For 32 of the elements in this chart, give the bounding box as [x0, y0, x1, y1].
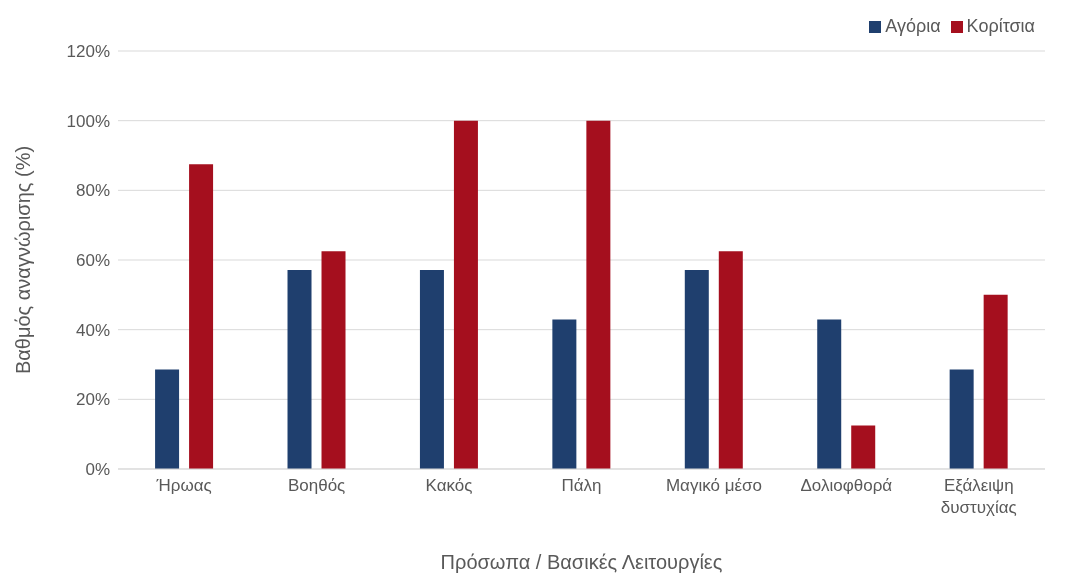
x-tick-label: Μαγικό μέσο: [665, 476, 762, 495]
x-tick-label: Δολιοφθορά: [800, 476, 893, 495]
bar: [684, 270, 709, 469]
bar: [586, 120, 611, 469]
bar: [983, 294, 1008, 469]
y-tick-label: 120%: [66, 42, 110, 62]
bar: [552, 319, 577, 469]
y-tick-label: 60%: [75, 251, 110, 271]
bar: [155, 369, 180, 469]
bar: [189, 164, 214, 469]
y-axis-title: Βαθμός αναγνώρισης (%): [12, 145, 35, 375]
y-tick-label: 100%: [66, 111, 110, 131]
y-tick-label: 0%: [85, 460, 110, 480]
x-tick-label: Εξάλειψη δυστυχίας: [940, 476, 1017, 517]
bar: [287, 270, 312, 469]
bar: [321, 251, 346, 469]
legend-label: Αγόρια: [885, 16, 941, 36]
legend-label: Κορίτσια: [966, 16, 1035, 36]
x-tick-label: Ήρωας: [155, 476, 212, 495]
bar: [718, 251, 743, 469]
bar: [419, 270, 444, 469]
x-tick-label: Κακός: [425, 476, 473, 495]
bar: [453, 120, 478, 469]
y-tick-label: 40%: [75, 320, 110, 340]
bar: [949, 369, 974, 469]
y-tick-label: 20%: [75, 390, 110, 410]
x-tick-label: Βοηθός: [287, 476, 346, 495]
bar: [851, 425, 876, 469]
x-axis-title: Πρόσωπα / Βασικές Λειτουργίες: [440, 551, 723, 573]
y-tick-label: 80%: [75, 181, 110, 201]
bar: [817, 319, 842, 469]
x-tick-label: Πάλη: [561, 476, 602, 495]
